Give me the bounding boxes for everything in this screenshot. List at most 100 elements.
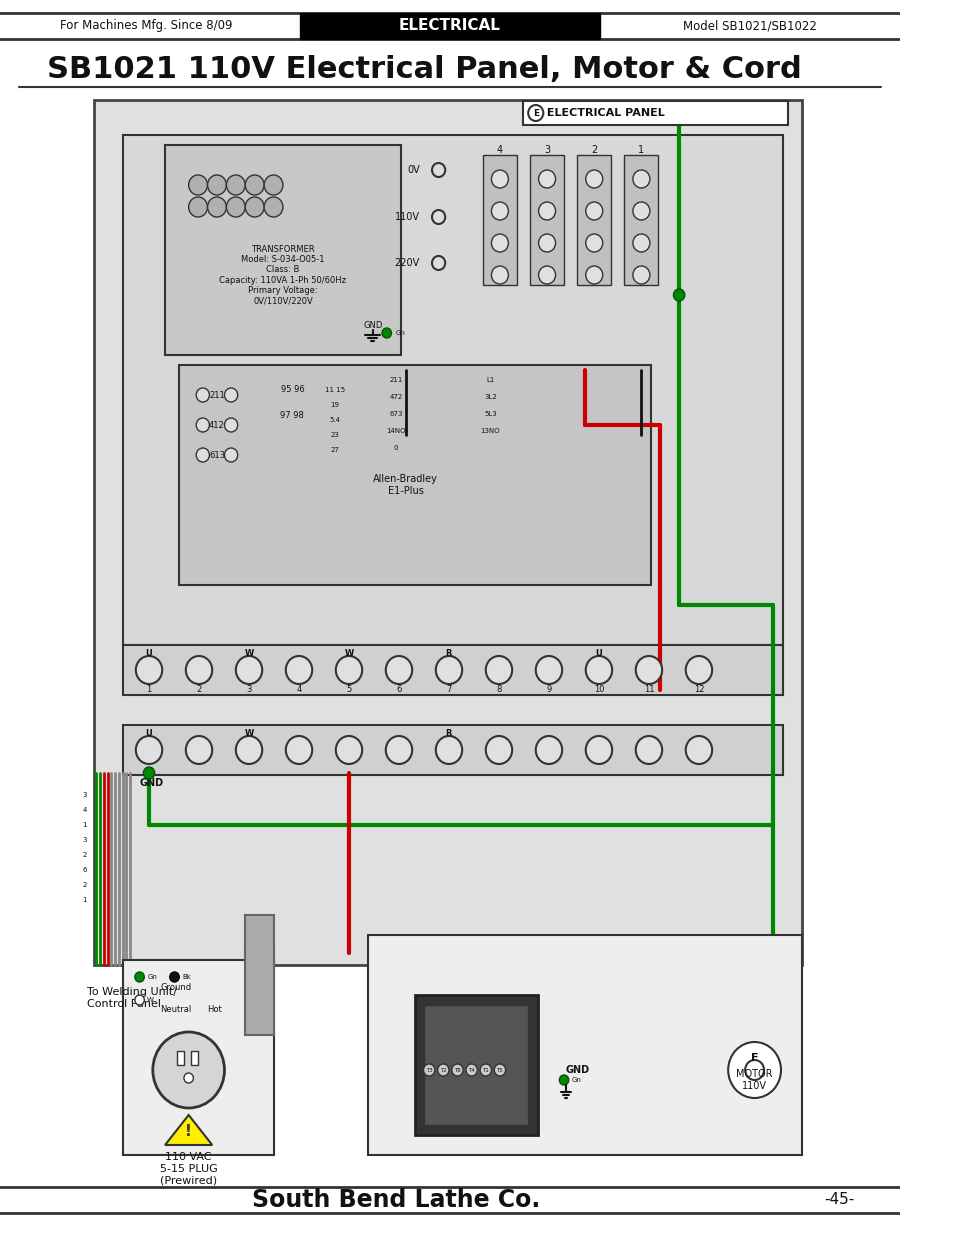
Text: South Bend Lathe Co.: South Bend Lathe Co. <box>252 1188 539 1212</box>
Bar <box>177 1051 184 1065</box>
Text: 211: 211 <box>209 390 225 399</box>
Circle shape <box>224 448 237 462</box>
Text: 6: 6 <box>82 867 87 873</box>
Circle shape <box>744 1060 763 1079</box>
Text: 13NO: 13NO <box>480 429 499 433</box>
Text: Gn: Gn <box>395 330 405 336</box>
Text: L1: L1 <box>486 377 495 383</box>
Circle shape <box>152 1032 224 1108</box>
Bar <box>424 1005 528 1125</box>
Circle shape <box>635 736 661 764</box>
Text: 6: 6 <box>395 685 401 694</box>
Text: U: U <box>146 648 152 657</box>
Text: T4: T4 <box>468 1067 475 1072</box>
Text: 1: 1 <box>82 823 87 827</box>
Text: Neutral: Neutral <box>160 1005 192 1014</box>
Bar <box>165 144 400 354</box>
Text: 220V: 220V <box>395 258 419 268</box>
Text: 3L2: 3L2 <box>483 394 497 400</box>
Circle shape <box>485 656 512 684</box>
Bar <box>624 156 658 285</box>
Circle shape <box>224 417 237 432</box>
Text: 4: 4 <box>296 685 301 694</box>
Circle shape <box>245 198 264 217</box>
Text: !: ! <box>185 1125 192 1140</box>
Circle shape <box>436 656 461 684</box>
Text: GND: GND <box>565 1065 590 1074</box>
Bar <box>368 935 801 1155</box>
Text: 8: 8 <box>496 685 501 694</box>
Text: T3: T3 <box>425 1067 432 1072</box>
Text: 0: 0 <box>394 445 398 451</box>
Text: 2: 2 <box>82 852 87 858</box>
Circle shape <box>536 736 561 764</box>
Text: TRANSFORMER
Model: S-034-O05-1
Class: B
Capacity: 110VA 1-Ph 50/60Hz
Primary Vol: TRANSFORMER Model: S-034-O05-1 Class: B … <box>219 245 346 305</box>
Text: W: W <box>244 729 253 737</box>
Circle shape <box>727 1042 781 1098</box>
Circle shape <box>196 448 209 462</box>
Bar <box>179 366 650 585</box>
Circle shape <box>208 198 226 217</box>
Text: 3: 3 <box>82 837 87 844</box>
Circle shape <box>437 1065 449 1076</box>
Circle shape <box>245 175 264 195</box>
Circle shape <box>528 105 543 121</box>
Text: -45-: -45- <box>823 1193 854 1208</box>
Circle shape <box>186 656 212 684</box>
Circle shape <box>286 656 312 684</box>
Text: 0V: 0V <box>407 165 419 175</box>
Circle shape <box>536 656 561 684</box>
Circle shape <box>494 1065 505 1076</box>
Text: Gn: Gn <box>147 974 157 981</box>
Text: 11: 11 <box>643 685 654 694</box>
Circle shape <box>491 266 508 284</box>
Circle shape <box>170 972 179 982</box>
Text: 673: 673 <box>389 411 402 417</box>
Bar <box>415 995 537 1135</box>
Bar <box>577 156 611 285</box>
Bar <box>123 645 782 695</box>
Circle shape <box>538 266 555 284</box>
Bar <box>94 100 801 965</box>
Circle shape <box>558 1074 568 1086</box>
Bar <box>123 135 782 645</box>
Text: U: U <box>146 729 152 737</box>
Text: 95 96: 95 96 <box>280 385 304 394</box>
Text: T2: T2 <box>439 1067 446 1072</box>
Circle shape <box>135 656 162 684</box>
Circle shape <box>436 736 461 764</box>
Circle shape <box>235 736 262 764</box>
Circle shape <box>585 233 602 252</box>
Text: 9: 9 <box>546 685 551 694</box>
Text: 3: 3 <box>82 792 87 798</box>
Circle shape <box>264 198 283 217</box>
Text: 4: 4 <box>82 806 87 813</box>
Text: 1: 1 <box>638 144 644 156</box>
Circle shape <box>208 175 226 195</box>
Circle shape <box>134 972 144 982</box>
Text: To Welding Unit/
Control Panel: To Welding Unit/ Control Panel <box>87 987 176 1009</box>
Circle shape <box>632 170 649 188</box>
Circle shape <box>189 198 208 217</box>
Bar <box>123 960 274 1155</box>
Text: 97 98: 97 98 <box>280 410 304 420</box>
Circle shape <box>335 656 362 684</box>
Circle shape <box>635 656 661 684</box>
Bar <box>192 1051 198 1065</box>
Text: 27: 27 <box>330 447 339 453</box>
Circle shape <box>264 175 283 195</box>
Circle shape <box>286 736 312 764</box>
Circle shape <box>538 203 555 220</box>
Text: U: U <box>595 648 601 657</box>
Text: W: W <box>147 997 153 1003</box>
Text: W: W <box>244 648 253 657</box>
Text: 5.4: 5.4 <box>329 417 340 424</box>
Circle shape <box>226 198 245 217</box>
Text: ELECTRICAL PANEL: ELECTRICAL PANEL <box>542 107 664 119</box>
Text: 211: 211 <box>389 377 402 383</box>
Text: T8: T8 <box>454 1067 460 1072</box>
Circle shape <box>585 266 602 284</box>
Polygon shape <box>165 1115 212 1145</box>
Circle shape <box>538 170 555 188</box>
Text: Gn: Gn <box>571 1077 581 1083</box>
